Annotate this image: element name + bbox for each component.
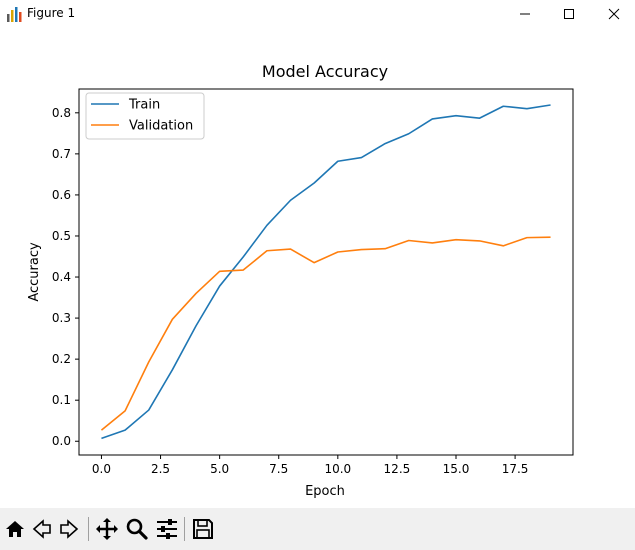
y-axis-label: Accuracy: [27, 242, 42, 302]
matplotlib-figure-icon: [7, 7, 22, 22]
x-tick-label: 2.5: [151, 462, 170, 476]
legend-label-validation: Validation: [129, 119, 193, 134]
y-axis: 0.0 0.1 0.2 0.3 0.4 0.5 0.6 0.7 0.8: [52, 106, 79, 448]
y-tick-label: 0.8: [52, 106, 71, 120]
chart-title: Model Accuracy: [262, 62, 388, 81]
x-tick-label: 10.0: [324, 462, 351, 476]
x-tick-label: 15.0: [443, 462, 470, 476]
back-arrow-icon: [32, 519, 51, 539]
x-axis: 0.0 2.5 5.0 7.5 10.0 12.5 15.0 17.5: [92, 455, 529, 476]
minimize-button[interactable]: [502, 0, 548, 28]
y-tick-label: 0.1: [52, 393, 71, 407]
pan-button[interactable]: [94, 515, 120, 543]
y-tick-label: 0.5: [52, 229, 71, 243]
configure-subplots-button[interactable]: [154, 515, 180, 543]
configure-subplots-icon: [157, 519, 177, 539]
x-tick-label: 17.5: [502, 462, 529, 476]
zoom-button[interactable]: [124, 515, 150, 543]
zoom-magnifier-icon: [126, 518, 148, 540]
series-line-validation: [100, 236, 551, 431]
pan-move-icon: [96, 518, 118, 540]
y-tick-label: 0.7: [52, 147, 71, 161]
save-button[interactable]: [190, 515, 216, 543]
close-button[interactable]: [591, 0, 635, 28]
back-button[interactable]: [29, 515, 55, 543]
plot-area: [100, 104, 551, 440]
y-tick-label: 0.2: [52, 352, 71, 366]
close-icon: [608, 8, 620, 20]
series-line-train: [101, 104, 551, 440]
x-axis-label: Epoch: [305, 484, 345, 499]
y-tick-label: 0.0: [52, 434, 71, 448]
maximize-button[interactable]: [546, 0, 592, 28]
home-button[interactable]: [2, 515, 28, 543]
x-tick-label: 12.5: [384, 462, 411, 476]
x-tick-label: 5.0: [210, 462, 229, 476]
accuracy-chart: Model Accuracy 0.0 2.5 5.0 7.5 10.0 12.5 15.0 1…: [27, 62, 574, 499]
navigation-toolbar: [0, 508, 635, 550]
x-tick-label: 0.0: [92, 462, 111, 476]
minimize-icon: [520, 13, 530, 15]
axes-frame: [78, 88, 574, 456]
legend: Train Validation: [85, 92, 205, 140]
figure-canvas[interactable]: Model Accuracy 0.0 2.5 5.0 7.5 10.0 12.5 15.0 1…: [0, 28, 635, 508]
save-floppy-icon: [193, 519, 213, 539]
forward-arrow-icon: [60, 519, 79, 539]
forward-button[interactable]: [56, 515, 82, 543]
window-title: Figure 1: [27, 6, 76, 20]
y-tick-label: 0.4: [52, 270, 71, 284]
toolbar-separator: [88, 517, 89, 541]
y-tick-label: 0.6: [52, 188, 71, 202]
x-tick-label: 7.5: [269, 462, 288, 476]
home-icon: [6, 521, 24, 537]
toolbar-separator: [184, 517, 185, 541]
legend-label-train: Train: [128, 98, 160, 113]
window-titlebar: Figure 1: [0, 0, 635, 28]
y-tick-label: 0.3: [52, 311, 71, 325]
maximize-icon: [564, 9, 574, 19]
